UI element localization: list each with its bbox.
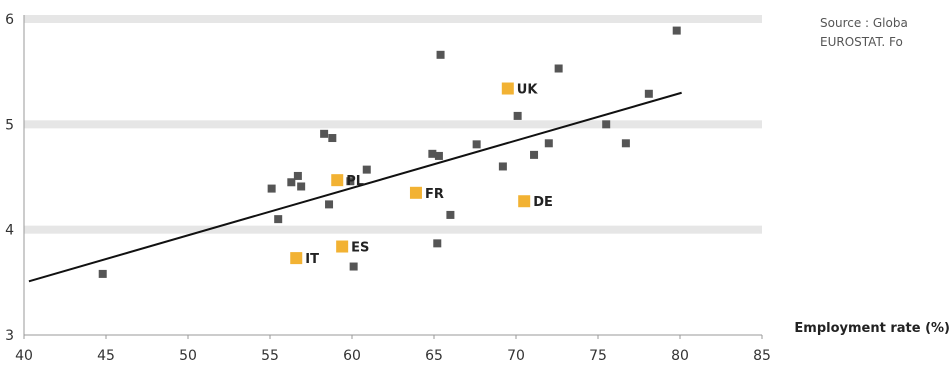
highlight-point-de bbox=[518, 195, 531, 208]
data-point bbox=[621, 139, 630, 148]
data-point bbox=[346, 177, 355, 186]
x-tick-label: 85 bbox=[753, 348, 771, 364]
source-line-2: EUROSTAT. Fo bbox=[820, 35, 903, 49]
source-note: Source : Globa EUROSTAT. Fo bbox=[820, 14, 952, 52]
point-label-pl: PL bbox=[346, 174, 364, 189]
data-point bbox=[498, 162, 507, 171]
data-point bbox=[602, 120, 611, 129]
y-tick-labels: 3 4 5 6 bbox=[5, 12, 14, 344]
data-points bbox=[98, 26, 681, 278]
data-point bbox=[328, 134, 337, 143]
data-point bbox=[98, 269, 107, 278]
x-tick-label: 70 bbox=[507, 348, 525, 364]
data-point bbox=[434, 151, 443, 160]
point-label-uk: UK bbox=[517, 83, 539, 98]
trend-line bbox=[28, 91, 682, 283]
data-point bbox=[297, 182, 306, 191]
data-point bbox=[554, 64, 563, 73]
grid-band-5 bbox=[24, 120, 762, 129]
x-tick-label: 50 bbox=[179, 348, 197, 364]
data-point bbox=[644, 89, 653, 98]
highlight-point-pl bbox=[331, 174, 344, 187]
x-tick-label: 40 bbox=[15, 348, 33, 364]
x-tick-label: 55 bbox=[261, 348, 279, 364]
highlight-point-it bbox=[290, 252, 303, 265]
data-point bbox=[362, 165, 371, 174]
x-tick-label: 45 bbox=[97, 348, 115, 364]
data-point bbox=[325, 200, 334, 209]
data-point bbox=[472, 140, 481, 149]
grid-bands bbox=[24, 15, 762, 234]
data-point bbox=[513, 111, 522, 120]
highlight-point-es bbox=[336, 240, 349, 253]
data-point bbox=[274, 215, 283, 224]
data-point bbox=[544, 139, 553, 148]
data-point bbox=[672, 26, 681, 35]
y-tick-label: 3 bbox=[5, 328, 14, 344]
data-point bbox=[446, 210, 455, 219]
point-label-it: IT bbox=[305, 252, 319, 267]
point-label-es: ES bbox=[351, 241, 369, 256]
source-line-1: Source : Globa bbox=[820, 16, 908, 30]
data-point bbox=[436, 50, 445, 59]
x-tick-labels: 40 45 50 55 60 65 70 75 80 85 bbox=[15, 335, 771, 364]
y-tick-label: 5 bbox=[5, 117, 14, 133]
grid-band-4 bbox=[24, 225, 762, 234]
axes bbox=[23, 15, 762, 336]
y-tick-label: 6 bbox=[5, 12, 14, 28]
grid-band-6 bbox=[24, 15, 762, 23]
highlight-point-uk bbox=[501, 82, 514, 95]
data-point bbox=[530, 150, 539, 159]
data-point bbox=[433, 239, 442, 248]
x-tick-label: 65 bbox=[425, 348, 443, 364]
x-axis-title: Employment rate (%) bbox=[794, 321, 950, 336]
highlighted-points: UK PL FR DE ES IT bbox=[290, 82, 553, 267]
x-tick-label: 60 bbox=[343, 348, 361, 364]
point-label-de: DE bbox=[533, 195, 553, 210]
data-point bbox=[267, 184, 276, 193]
x-tick-label: 75 bbox=[589, 348, 607, 364]
highlight-point-fr bbox=[409, 186, 422, 199]
trend-line-group bbox=[28, 91, 682, 283]
y-tick-label: 4 bbox=[5, 223, 14, 239]
data-point bbox=[428, 149, 437, 158]
x-tick-label: 80 bbox=[671, 348, 689, 364]
data-point bbox=[349, 262, 358, 271]
data-point bbox=[293, 171, 302, 180]
data-point bbox=[320, 129, 329, 138]
point-label-fr: FR bbox=[425, 187, 444, 202]
data-point bbox=[287, 178, 296, 187]
